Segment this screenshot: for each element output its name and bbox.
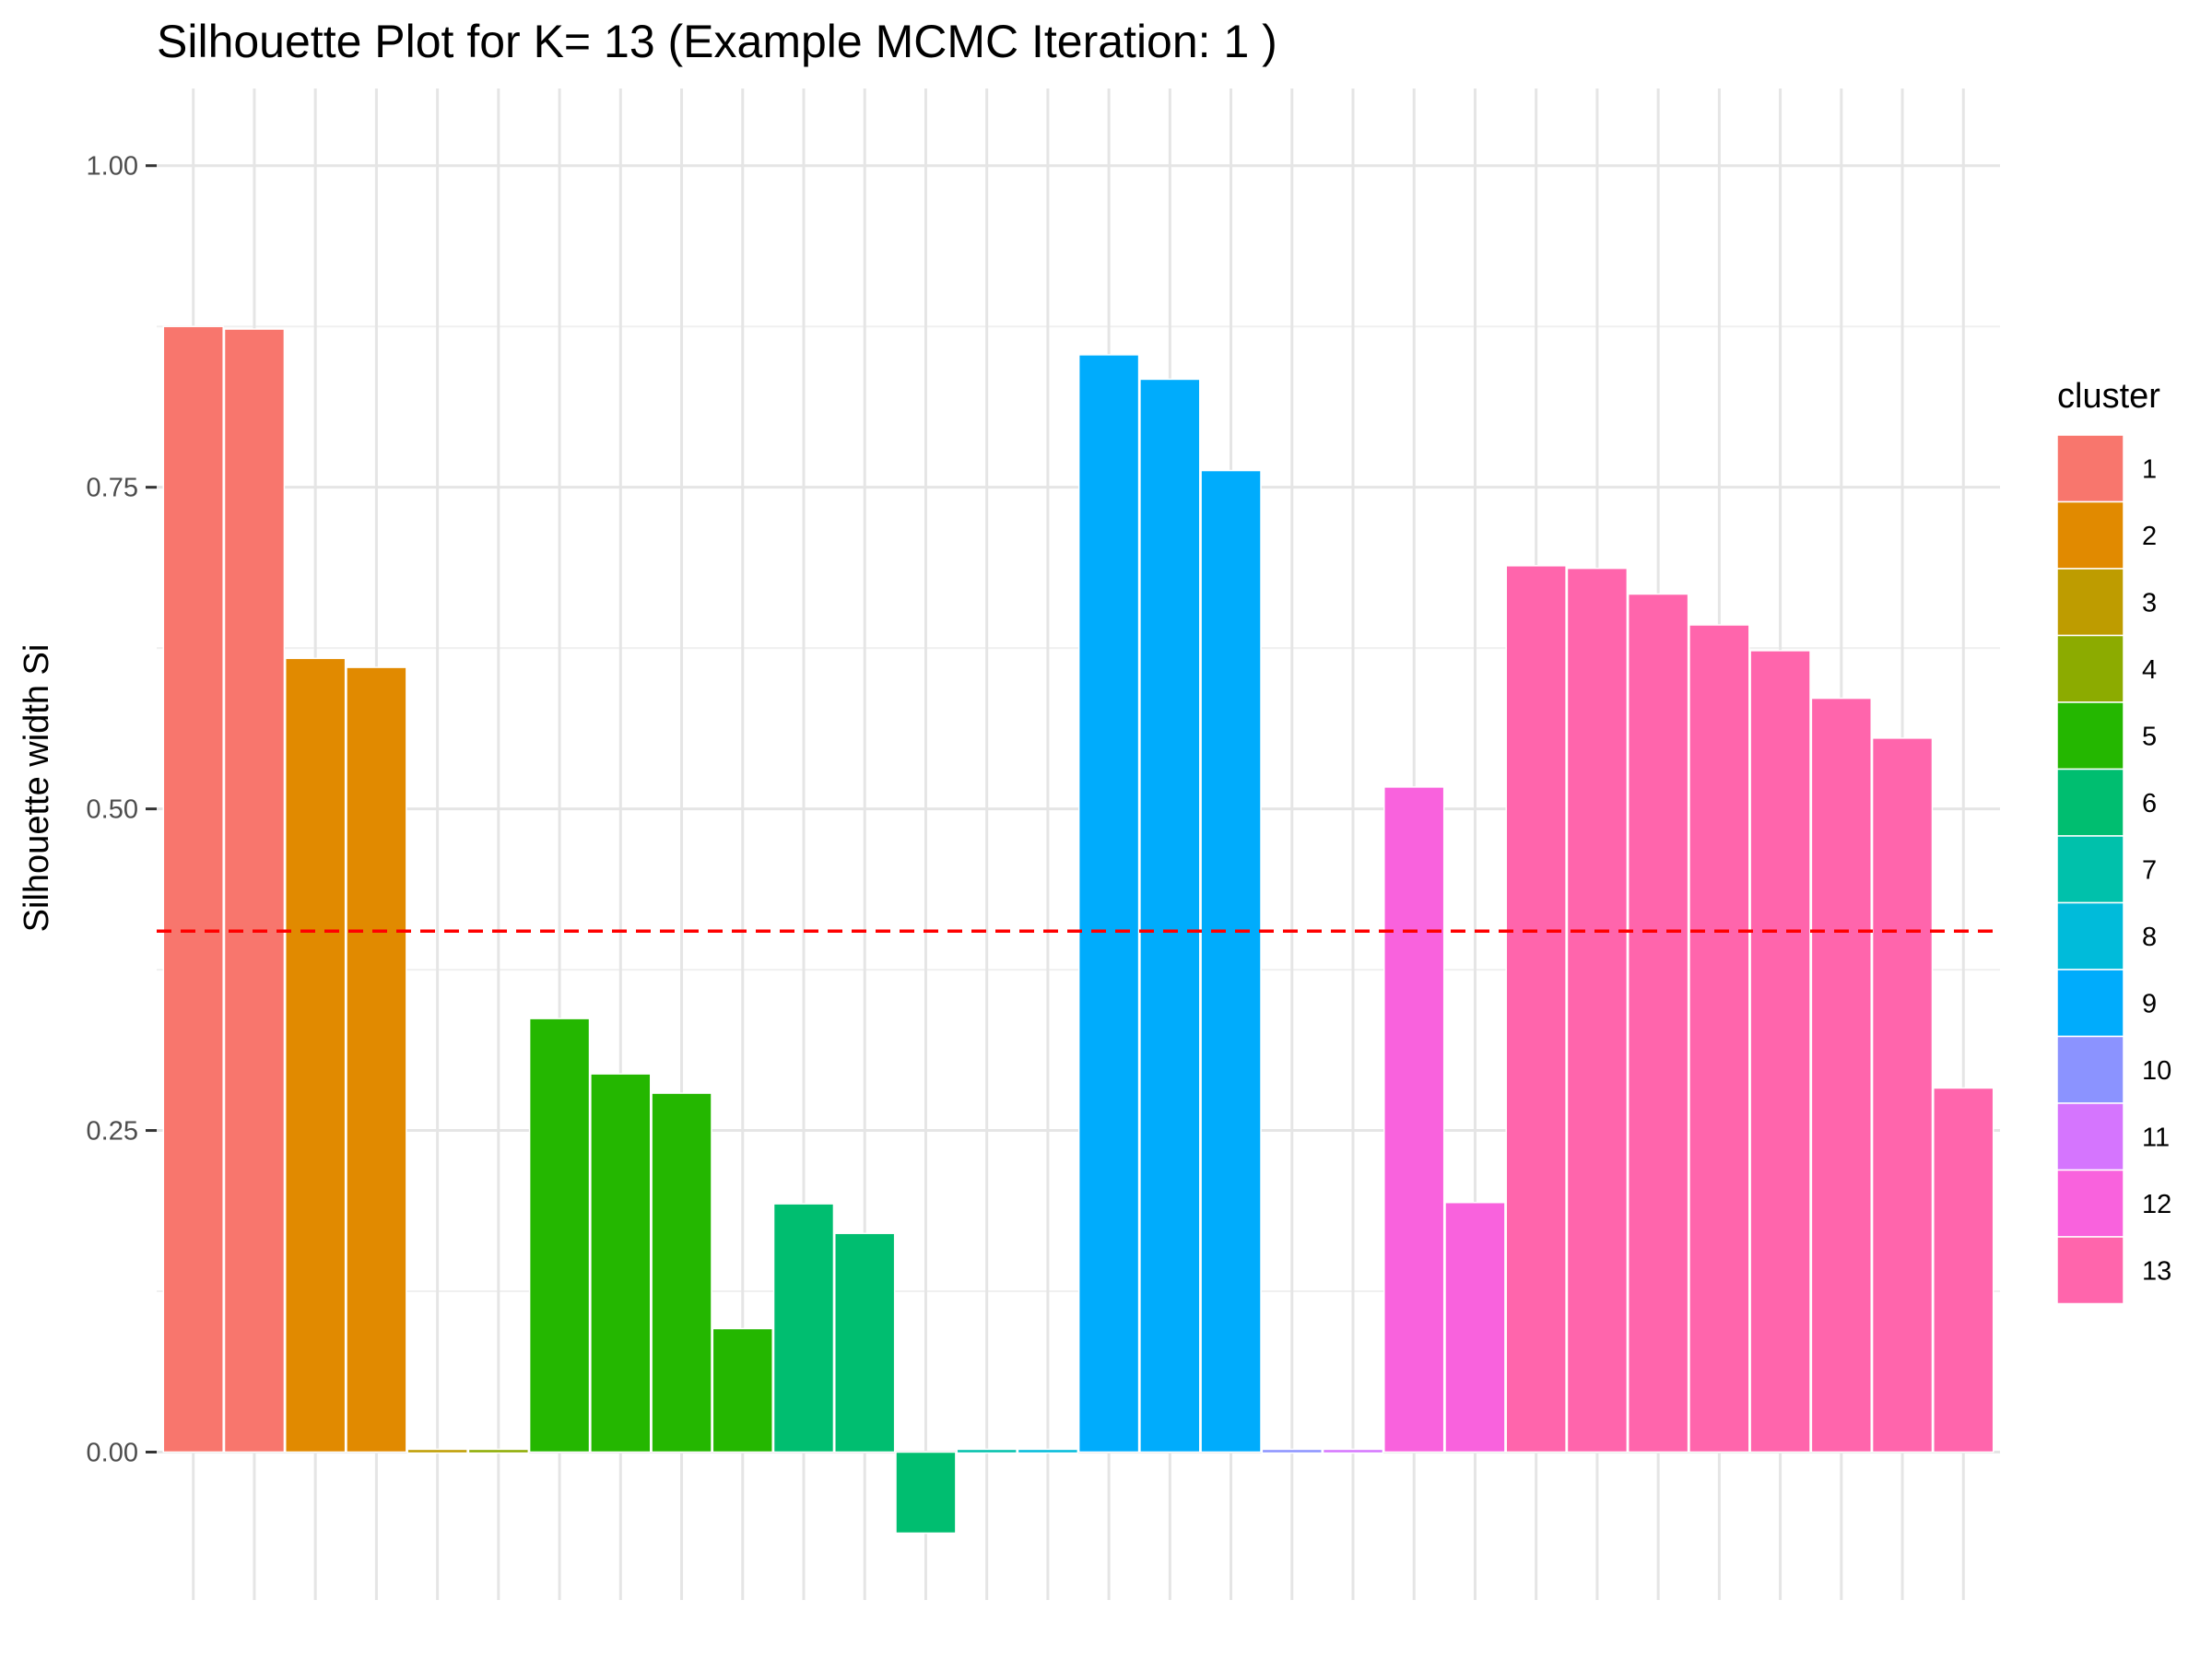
bar-cluster-12	[1383, 786, 1445, 1453]
legend-key-3	[2056, 568, 2124, 637]
legend-label-12: 12	[2142, 1190, 2171, 1219]
legend-title: cluster	[2057, 377, 2160, 416]
bar-cluster-11	[1322, 1448, 1384, 1454]
bar-cluster-9	[1200, 469, 1262, 1453]
bar-cluster-13	[1627, 593, 1689, 1453]
legend-key-11	[2056, 1102, 2124, 1171]
bar-cluster-5	[590, 1073, 652, 1453]
legend-key-4	[2056, 634, 2124, 703]
bar-cluster-5	[712, 1327, 773, 1453]
bar-cluster-9	[1139, 378, 1201, 1453]
bar-cluster-13	[1505, 565, 1567, 1453]
legend-label-10: 10	[2142, 1056, 2171, 1086]
legend-key-13	[2056, 1236, 2124, 1305]
bar-cluster-5	[651, 1092, 712, 1453]
legend-key-8	[2056, 901, 2124, 971]
legend-label-8: 8	[2142, 923, 2157, 952]
legend-label-5: 5	[2142, 722, 2157, 751]
bar-cluster-12	[1444, 1201, 1506, 1453]
legend-label-3: 3	[2142, 588, 2157, 618]
legend-key-10	[2056, 1035, 2124, 1104]
legend-label-4: 4	[2142, 655, 2157, 685]
y-tick-label: 0.25	[87, 1117, 138, 1147]
bar-cluster-6	[834, 1232, 896, 1453]
bar-cluster-6	[895, 1451, 957, 1535]
y-axis-label: Silhouette width Si	[18, 644, 56, 933]
legend-label-13: 13	[2142, 1256, 2171, 1286]
y-axis: 0.00 0.25 0.50 0.75 1.00	[87, 152, 157, 1467]
bars	[162, 325, 1994, 1535]
y-tick-label: 1.00	[87, 152, 138, 182]
bar-cluster-13	[1566, 567, 1629, 1453]
bar-cluster-13	[1749, 650, 1811, 1453]
bar-cluster-13	[1688, 624, 1750, 1453]
y-tick-label: 0.50	[87, 795, 138, 825]
legend-key-9	[2056, 969, 2124, 1038]
legend-key-2	[2056, 500, 2124, 570]
bar-cluster-5	[528, 1018, 591, 1453]
bar-cluster-3	[406, 1448, 468, 1454]
legend-key-1	[2056, 434, 2124, 503]
legend-label-6: 6	[2142, 789, 2157, 818]
bar-cluster-10	[1261, 1448, 1323, 1454]
legend-label-7: 7	[2142, 855, 2157, 885]
legend-label-2: 2	[2142, 522, 2157, 551]
bar-cluster-4	[467, 1448, 530, 1454]
legend-key-5	[2056, 701, 2124, 771]
bar-cluster-2	[284, 657, 347, 1453]
legend-label-1: 1	[2142, 454, 2157, 484]
bar-cluster-1	[223, 328, 286, 1453]
bar-cluster-7	[956, 1448, 1018, 1454]
bar-cluster-2	[346, 666, 407, 1453]
y-tick-label: 0.00	[87, 1438, 138, 1467]
bar-cluster-13	[1810, 697, 1873, 1453]
bar-cluster-1	[162, 325, 224, 1453]
y-tick-label: 0.75	[87, 474, 138, 503]
bar-cluster-13	[1933, 1087, 1994, 1453]
chart-title: Silhouette Plot for K= 13 (Example MCMC …	[157, 16, 1277, 67]
legend-key-7	[2056, 835, 2124, 904]
bar-cluster-9	[1077, 354, 1140, 1453]
legend-label-11: 11	[2142, 1123, 2170, 1152]
legend-label-9: 9	[2142, 989, 2157, 1018]
legend-key-12	[2056, 1169, 2124, 1238]
bar-cluster-13	[1871, 737, 1934, 1453]
bar-cluster-6	[772, 1203, 835, 1453]
bar-cluster-8	[1017, 1448, 1079, 1454]
legend-key-6	[2056, 768, 2124, 837]
